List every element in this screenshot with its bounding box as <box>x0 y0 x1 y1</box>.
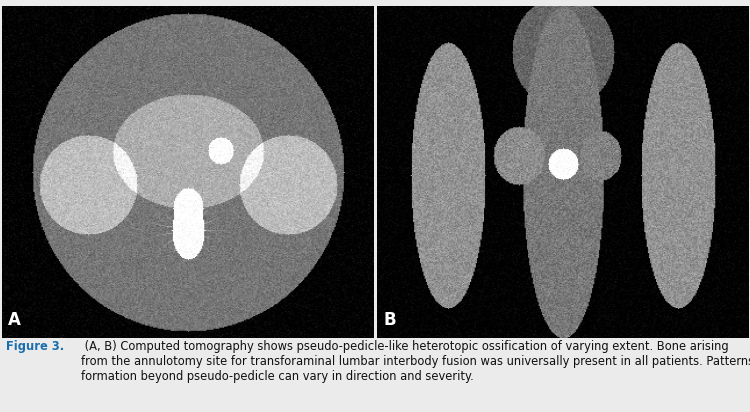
Text: B: B <box>383 311 396 328</box>
Text: Figure 3.: Figure 3. <box>6 340 64 353</box>
Text: A: A <box>8 311 21 328</box>
Text: (A, B) Computed tomography shows pseudo-pedicle-like heterotopic ossification of: (A, B) Computed tomography shows pseudo-… <box>81 340 750 383</box>
